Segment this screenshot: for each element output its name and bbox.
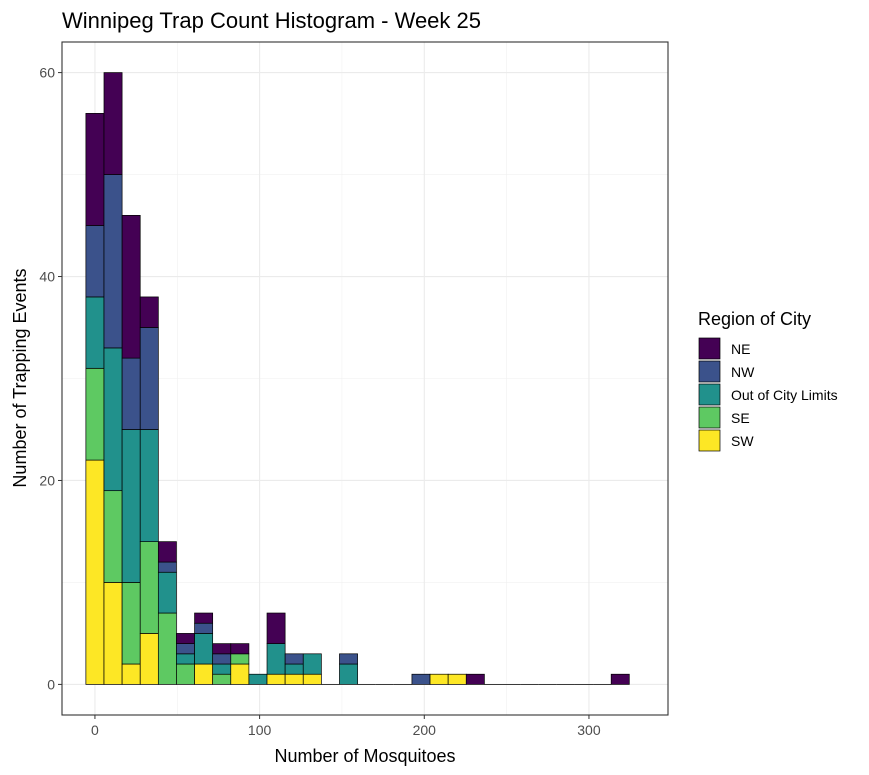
bar-segment-ne [465, 673, 485, 685]
x-tick-label: 0 [91, 722, 99, 738]
y-axis: 0 20 40 60 [39, 65, 62, 692]
bar-segment-se [139, 541, 159, 634]
bar-segment-ne [157, 541, 177, 563]
bar-segment-sw [302, 673, 322, 685]
bar-segment-nw [85, 225, 105, 298]
legend-key-nw [698, 360, 721, 383]
x-tick-label: 100 [248, 722, 272, 738]
bar-segment-out-of-city-limits [85, 296, 105, 369]
chart-title: Winnipeg Trap Count Histogram - Week 25 [62, 8, 481, 33]
bar-segment-nw [121, 357, 141, 430]
bar-segment-sw [139, 633, 159, 685]
bar-segment-out-of-city-limits [284, 663, 304, 675]
panel-border [61, 41, 669, 716]
y-tick-label: 40 [39, 269, 55, 285]
y-tick-label: 0 [47, 676, 55, 692]
legend-key-se [698, 406, 721, 429]
legend-label: SE [731, 410, 750, 426]
bar-segment-sw [194, 663, 214, 685]
bar-segment-ne [139, 296, 159, 328]
legend-label: Out of City Limits [731, 387, 838, 403]
bar-segment-nw [212, 653, 232, 665]
bar-segment-se [85, 367, 105, 461]
bar-segment-sw [266, 673, 286, 685]
legend: Region of City NE NW Out of City Limits SE S… [698, 309, 838, 452]
bar-segment-out-of-city-limits [194, 633, 214, 665]
bar-segment-sw [103, 582, 123, 685]
bar-segment-ne [103, 72, 123, 175]
bar-segment-nw [284, 653, 304, 665]
bars-group [61, 41, 669, 716]
x-tick-label: 200 [413, 722, 437, 738]
bar-segment-nw [139, 327, 159, 430]
legend-key-ne [698, 337, 721, 360]
bar-segment-out-of-city-limits [302, 653, 322, 675]
bar-segment-out-of-city-limits [121, 429, 141, 583]
bar-segment-sw [447, 673, 467, 685]
bar-segment-sw [121, 663, 141, 685]
bar-segment-nw [339, 653, 358, 665]
bar-segment-ne [121, 214, 141, 359]
bar-segment-sw [429, 673, 449, 685]
y-axis-title: Number of Trapping Events [10, 268, 30, 487]
legend-key-out-of-city-limits [698, 383, 721, 406]
bar-segment-nw [176, 643, 195, 655]
bar-segment-nw [194, 622, 214, 634]
x-axis-title: Number of Mosquitoes [274, 746, 455, 766]
bar-segment-se [103, 490, 123, 583]
bar-segment-se [157, 612, 177, 685]
bar-segment-ne [194, 612, 214, 624]
bar-segment-ne [85, 113, 105, 226]
bar-segment-out-of-city-limits [266, 643, 286, 675]
x-tick-label: 300 [577, 722, 601, 738]
legend-label: NW [731, 364, 755, 380]
bar-segment-ne [230, 643, 250, 655]
bar-segment-out-of-city-limits [339, 663, 358, 685]
bar-segment-nw [103, 174, 123, 349]
legend-key-sw [698, 429, 721, 452]
bar-segment-out-of-city-limits [176, 653, 195, 665]
legend-label: SW [731, 433, 754, 449]
bar-segment-ne [610, 673, 630, 685]
legend-title: Region of City [698, 309, 811, 329]
bar-segment-se [176, 663, 195, 685]
x-axis: 0 100 200 300 [91, 715, 601, 738]
bar-segment-sw [284, 673, 304, 685]
bar-segment-out-of-city-limits [139, 429, 159, 543]
bar-segment-se [212, 673, 232, 685]
bar-segment-se [230, 653, 250, 665]
bar-segment-sw [230, 663, 250, 685]
bar-segment-out-of-city-limits [248, 673, 268, 685]
bar-segment-ne [176, 633, 195, 644]
bar-segment-out-of-city-limits [157, 571, 177, 614]
bar-segment-ne [212, 643, 232, 655]
y-tick-label: 20 [39, 472, 55, 488]
bar-segment-nw [411, 673, 431, 685]
bar-segment-sw [85, 459, 105, 685]
y-tick-label: 60 [39, 65, 55, 81]
bar-segment-out-of-city-limits [212, 663, 232, 675]
bar-segment-se [121, 582, 141, 665]
bar-segment-out-of-city-limits [103, 347, 123, 492]
bar-segment-ne [266, 612, 286, 644]
legend-label: NE [731, 341, 750, 357]
bar-segment-nw [157, 561, 177, 573]
